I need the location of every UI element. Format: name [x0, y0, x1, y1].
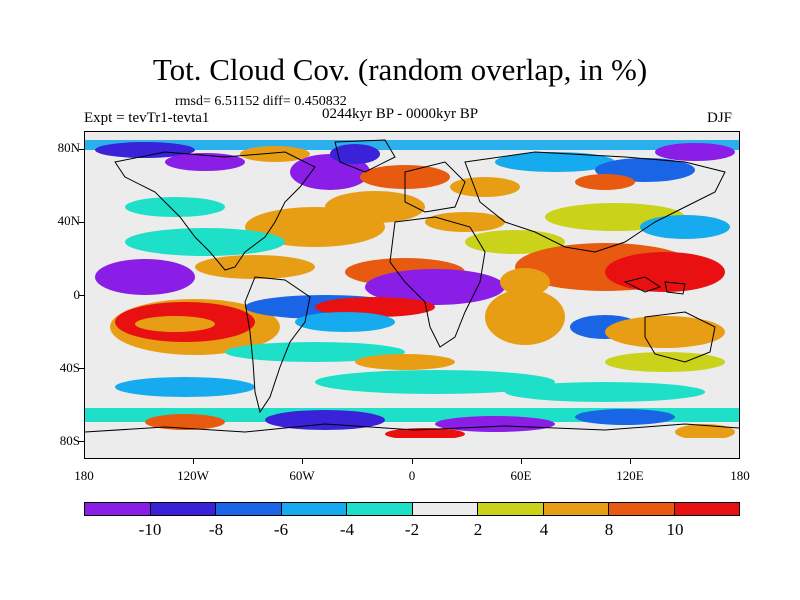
x-tick-mark [302, 459, 303, 464]
colorbar-label: -10 [138, 520, 162, 539]
continent-outlines [85, 139, 739, 433]
y-tick-label: 0 [73, 287, 81, 302]
x-tick-label: 180 [74, 468, 94, 483]
x-tick-mark [193, 459, 194, 464]
x-tick-mark [521, 459, 522, 464]
colorbar-bin [216, 503, 282, 515]
colorbar-bin [478, 503, 544, 515]
y-tick-mark [79, 368, 84, 369]
x-tick-label: 180 [730, 468, 750, 483]
colorbar-label: 10 [666, 520, 684, 539]
y-tick-mark [79, 295, 84, 296]
y-tick-mark [79, 149, 84, 150]
x-tick-label: 120W [177, 468, 209, 483]
map-canvas [85, 132, 739, 458]
cloud-cover-map [84, 131, 740, 459]
colorbar [84, 502, 740, 516]
y-tick-label: 40N [57, 213, 80, 228]
colorbar-label: -6 [273, 520, 289, 539]
colorbar-bin [150, 503, 216, 515]
colorbar-label: -4 [339, 520, 355, 539]
y-tick-mark [79, 441, 84, 442]
colorbar-label: 4 [539, 520, 549, 539]
y-tick-label: 80N [57, 140, 80, 155]
experiment-label: Expt = tevTr1-tevta1 [84, 110, 210, 126]
colorbar-bin [543, 503, 609, 515]
colorbar-bin [674, 503, 739, 515]
y-tick-label: 80S [59, 433, 80, 448]
x-tick-mark [412, 459, 413, 464]
y-tick-mark [79, 222, 84, 223]
colorbar-label: 8 [604, 520, 614, 539]
colorbar-label: -2 [404, 520, 420, 539]
x-tick-label: 0 [408, 468, 416, 483]
x-tick-mark [630, 459, 631, 464]
y-tick-label: 40S [59, 360, 80, 375]
colorbar-bin [85, 503, 151, 515]
stats-text: rmsd= 6.51152 diff= 0.450832 [175, 94, 347, 109]
colorbar-label: -8 [208, 520, 224, 539]
anomaly-field [85, 140, 739, 458]
colorbar-label: 2 [473, 520, 483, 539]
season-label: DJF [707, 110, 733, 126]
x-tick-label: 60E [510, 468, 532, 483]
colorbar-bin [412, 503, 478, 515]
x-tick-label: 60W [289, 468, 315, 483]
colorbar-bin [281, 503, 347, 515]
colorbar-bin [347, 503, 413, 515]
colorbar-bin [609, 503, 675, 515]
period-label: 0244kyr BP - 0000kyr BP [322, 106, 479, 122]
x-tick-label: 120E [616, 468, 644, 483]
plot-title: Tot. Cloud Cov. (random overlap, in %) [152, 52, 648, 87]
